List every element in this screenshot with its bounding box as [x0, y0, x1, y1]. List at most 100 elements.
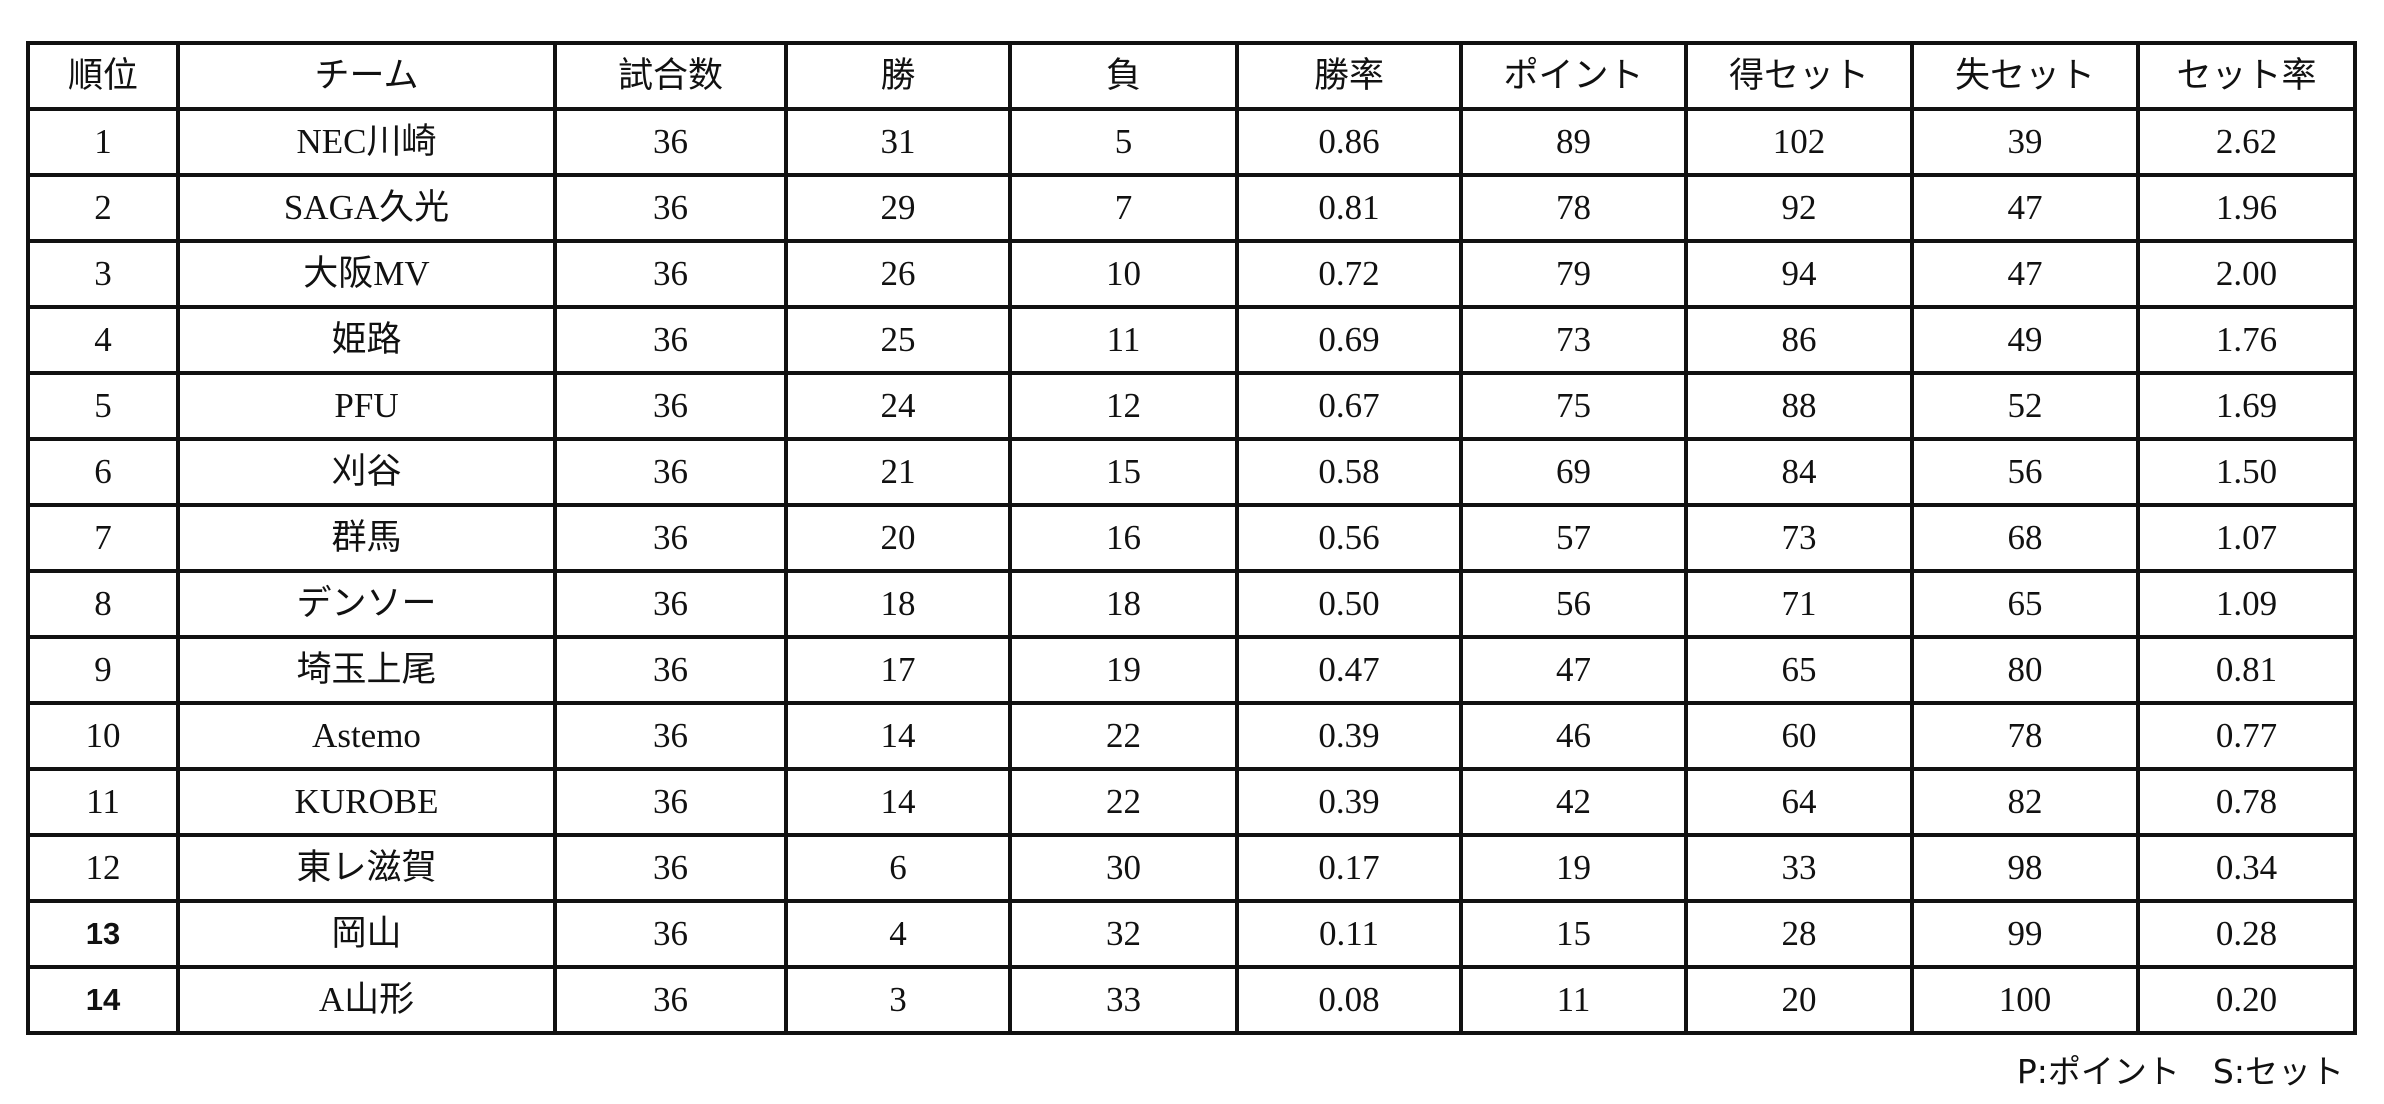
cell-sets-lost: 39 — [1910, 107, 2140, 177]
cell-points: 73 — [1459, 305, 1688, 375]
cell-win-rate: 0.69 — [1235, 305, 1463, 375]
footnote: P:ポイント S:セット — [2016, 1052, 2344, 1091]
cell-set-ratio: 1.07 — [2136, 503, 2357, 573]
cell-losses: 15 — [1008, 437, 1239, 507]
cell-sets-lost: 65 — [1910, 569, 2140, 639]
cell-set-ratio: 1.50 — [2136, 437, 2357, 507]
cell-set-ratio: 1.96 — [2136, 173, 2357, 243]
cell-rank: 10 — [26, 701, 180, 771]
cell-win-rate: 0.47 — [1235, 635, 1463, 705]
cell-sets-won: 92 — [1684, 173, 1914, 243]
header-wins: 勝 — [784, 41, 1012, 111]
cell-set-ratio: 1.76 — [2136, 305, 2357, 375]
cell-points: 69 — [1459, 437, 1688, 507]
table-row: 11 KUROBE 36 14 22 0.39 42 64 82 0.78 — [26, 767, 2357, 837]
cell-games: 36 — [553, 767, 788, 837]
cell-losses: 5 — [1008, 107, 1239, 177]
table-row: 14 A山形 36 3 33 0.08 11 20 100 0.20 — [26, 965, 2357, 1035]
cell-sets-won: 73 — [1684, 503, 1914, 573]
cell-games: 36 — [553, 635, 788, 705]
cell-wins: 26 — [784, 239, 1012, 309]
cell-wins: 17 — [784, 635, 1012, 705]
cell-sets-lost: 68 — [1910, 503, 2140, 573]
cell-team: 岡山 — [176, 899, 557, 969]
cell-sets-lost: 82 — [1910, 767, 2140, 837]
cell-wins: 20 — [784, 503, 1012, 573]
cell-sets-won: 88 — [1684, 371, 1914, 441]
header-rank: 順位 — [26, 41, 180, 111]
cell-sets-lost: 56 — [1910, 437, 2140, 507]
cell-games: 36 — [553, 173, 788, 243]
cell-points: 47 — [1459, 635, 1688, 705]
cell-games: 36 — [553, 833, 788, 903]
cell-sets-won: 64 — [1684, 767, 1914, 837]
table-row: 5 PFU 36 24 12 0.67 75 88 52 1.69 — [26, 371, 2357, 441]
cell-games: 36 — [553, 305, 788, 375]
cell-rank: 11 — [26, 767, 180, 837]
cell-team: NEC川崎 — [176, 107, 557, 177]
cell-sets-lost: 99 — [1910, 899, 2140, 969]
table-row: 7 群馬 36 20 16 0.56 57 73 68 1.07 — [26, 503, 2357, 573]
cell-wins: 4 — [784, 899, 1012, 969]
cell-wins: 3 — [784, 965, 1012, 1035]
cell-sets-lost: 100 — [1910, 965, 2140, 1035]
table-row: 8 デンソー 36 18 18 0.50 56 71 65 1.09 — [26, 569, 2357, 639]
cell-team: PFU — [176, 371, 557, 441]
cell-sets-won: 102 — [1684, 107, 1914, 177]
cell-rank: 13 — [26, 899, 180, 969]
cell-team: 埼玉上尾 — [176, 635, 557, 705]
cell-wins: 6 — [784, 833, 1012, 903]
table-row: 9 埼玉上尾 36 17 19 0.47 47 65 80 0.81 — [26, 635, 2357, 705]
cell-win-rate: 0.58 — [1235, 437, 1463, 507]
cell-sets-won: 60 — [1684, 701, 1914, 771]
cell-rank: 1 — [26, 107, 180, 177]
table-row: 10 Astemo 36 14 22 0.39 46 60 78 0.77 — [26, 701, 2357, 771]
cell-rank: 7 — [26, 503, 180, 573]
table-row: 13 岡山 36 4 32 0.11 15 28 99 0.28 — [26, 899, 2357, 969]
cell-wins: 14 — [784, 701, 1012, 771]
cell-rank: 9 — [26, 635, 180, 705]
cell-win-rate: 0.39 — [1235, 701, 1463, 771]
cell-losses: 22 — [1008, 767, 1239, 837]
cell-win-rate: 0.72 — [1235, 239, 1463, 309]
cell-losses: 33 — [1008, 965, 1239, 1035]
cell-team: 群馬 — [176, 503, 557, 573]
table-row: 1 NEC川崎 36 31 5 0.86 89 102 39 2.62 — [26, 107, 2357, 177]
cell-team: KUROBE — [176, 767, 557, 837]
cell-rank: 8 — [26, 569, 180, 639]
cell-team: 刈谷 — [176, 437, 557, 507]
cell-losses: 30 — [1008, 833, 1239, 903]
cell-points: 78 — [1459, 173, 1688, 243]
cell-rank: 3 — [26, 239, 180, 309]
cell-set-ratio: 0.34 — [2136, 833, 2357, 903]
cell-sets-lost: 49 — [1910, 305, 2140, 375]
cell-win-rate: 0.11 — [1235, 899, 1463, 969]
header-win-rate: 勝率 — [1235, 41, 1463, 111]
cell-games: 36 — [553, 899, 788, 969]
header-losses: 負 — [1008, 41, 1239, 111]
cell-points: 15 — [1459, 899, 1688, 969]
cell-points: 19 — [1459, 833, 1688, 903]
cell-wins: 18 — [784, 569, 1012, 639]
cell-sets-lost: 47 — [1910, 239, 2140, 309]
cell-sets-won: 65 — [1684, 635, 1914, 705]
cell-rank: 5 — [26, 371, 180, 441]
cell-set-ratio: 2.62 — [2136, 107, 2357, 177]
cell-losses: 32 — [1008, 899, 1239, 969]
cell-win-rate: 0.17 — [1235, 833, 1463, 903]
cell-sets-lost: 52 — [1910, 371, 2140, 441]
cell-games: 36 — [553, 965, 788, 1035]
cell-set-ratio: 0.78 — [2136, 767, 2357, 837]
cell-games: 36 — [553, 239, 788, 309]
cell-sets-won: 94 — [1684, 239, 1914, 309]
cell-team: デンソー — [176, 569, 557, 639]
cell-sets-won: 33 — [1684, 833, 1914, 903]
cell-games: 36 — [553, 701, 788, 771]
table-row: 2 SAGA久光 36 29 7 0.81 78 92 47 1.96 — [26, 173, 2357, 243]
cell-win-rate: 0.86 — [1235, 107, 1463, 177]
table-row: 6 刈谷 36 21 15 0.58 69 84 56 1.50 — [26, 437, 2357, 507]
cell-games: 36 — [553, 107, 788, 177]
cell-games: 36 — [553, 437, 788, 507]
header-games: 試合数 — [553, 41, 788, 111]
cell-wins: 31 — [784, 107, 1012, 177]
